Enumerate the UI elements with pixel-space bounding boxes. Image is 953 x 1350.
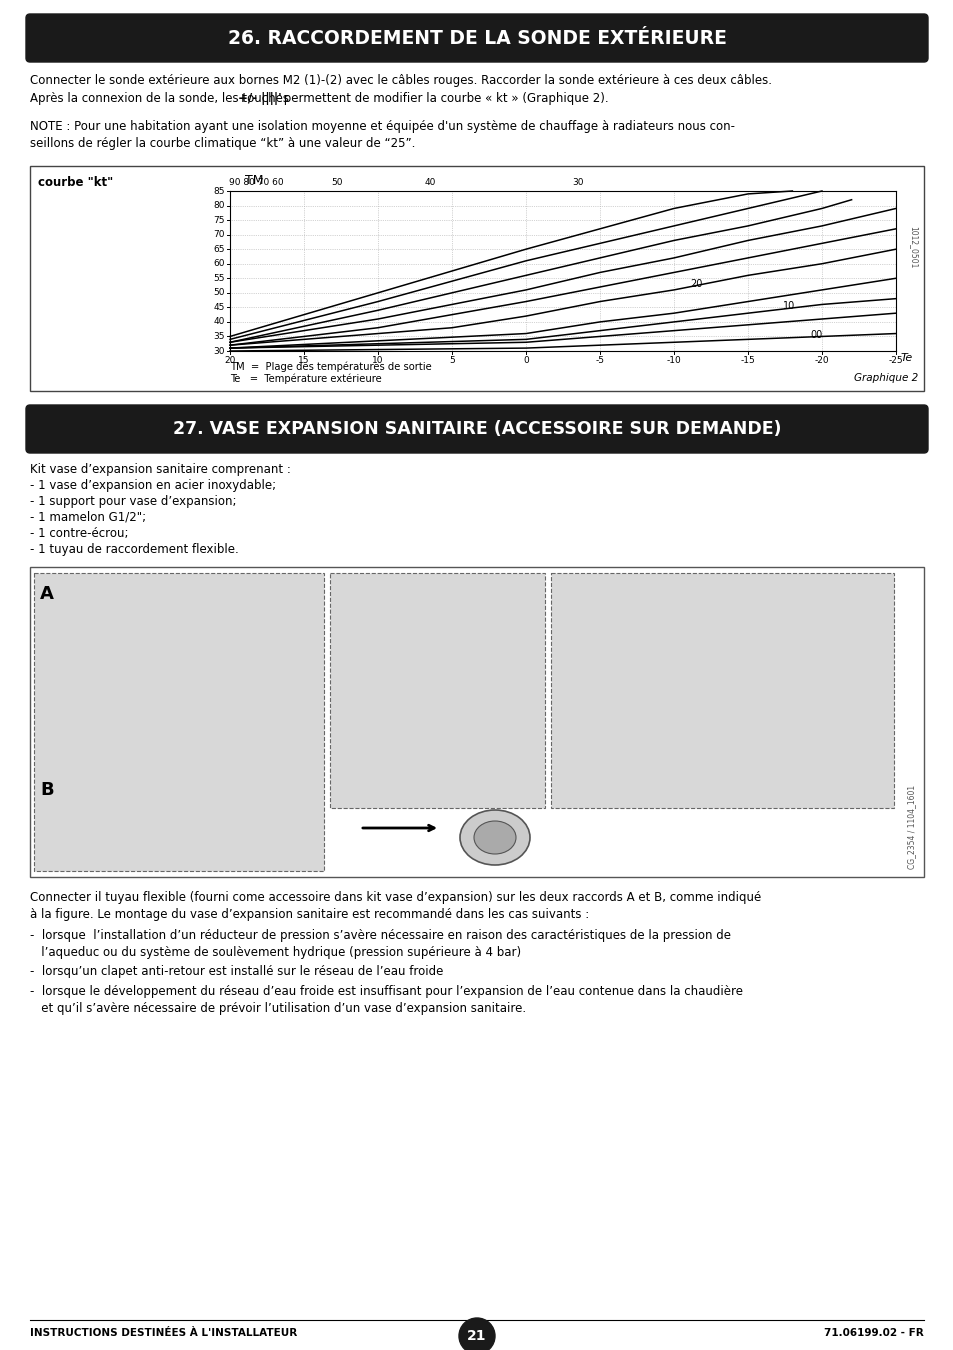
Text: TM: TM (245, 174, 263, 188)
Text: 80: 80 (213, 201, 225, 211)
Text: 20: 20 (224, 356, 235, 365)
Text: - 1 contre-écrou;: - 1 contre-écrou; (30, 526, 129, 540)
Text: -20: -20 (814, 356, 828, 365)
Text: INSTRUCTIONS DESTINÉES À L'INSTALLATEUR: INSTRUCTIONS DESTINÉES À L'INSTALLATEUR (30, 1328, 297, 1338)
Text: - 1 mamelon G1/2";: - 1 mamelon G1/2"; (30, 512, 146, 524)
Circle shape (458, 1318, 495, 1350)
Text: 0: 0 (522, 356, 528, 365)
Bar (330, 572, 544, 809)
Text: -  lorsque  l’installation d’un réducteur de pression s’avère nécessaire en rais: - lorsque l’installation d’un réducteur … (30, 929, 730, 958)
FancyBboxPatch shape (26, 405, 927, 454)
Text: Connecter il tuyau flexible (fourni come accessoire dans kit vase d’expansion) s: Connecter il tuyau flexible (fourni come… (30, 891, 760, 921)
Ellipse shape (459, 810, 530, 865)
Text: - 1 support pour vase d’expansion;: - 1 support pour vase d’expansion; (30, 495, 236, 508)
Text: TM  =  Plage des températures de sortie: TM = Plage des températures de sortie (230, 360, 432, 371)
Text: -5: -5 (595, 356, 604, 365)
Text: 40: 40 (424, 178, 435, 188)
Text: 85: 85 (213, 186, 225, 196)
Text: 70: 70 (213, 230, 225, 239)
Text: 50: 50 (213, 289, 225, 297)
Text: -25: -25 (888, 356, 902, 365)
Text: 00: 00 (809, 329, 821, 340)
Text: 90 80 70 60: 90 80 70 60 (229, 178, 284, 188)
Text: 55: 55 (213, 274, 225, 282)
Text: courbe "kt": courbe "kt" (38, 176, 113, 189)
Text: 75: 75 (213, 216, 225, 224)
Text: 10: 10 (782, 301, 795, 312)
Text: +/- ||||': +/- ||||' (237, 92, 281, 105)
Text: Te   =  Température extérieure: Te = Température extérieure (230, 374, 381, 385)
Text: - 1 tuyau de raccordement flexible.: - 1 tuyau de raccordement flexible. (30, 543, 238, 556)
Text: permettent de modifier la courbe « kt » (Graphique 2).: permettent de modifier la courbe « kt » … (280, 92, 608, 105)
Text: 40: 40 (213, 317, 225, 327)
Text: 30: 30 (572, 178, 583, 188)
Text: 30: 30 (213, 347, 225, 355)
Text: Graphique 2: Graphique 2 (853, 373, 917, 383)
FancyBboxPatch shape (26, 14, 927, 62)
Text: CG_2354 / 1104_1601: CG_2354 / 1104_1601 (906, 784, 915, 869)
Text: 65: 65 (213, 244, 225, 254)
Text: A: A (40, 585, 53, 603)
Text: -  lorsqu’un clapet anti-retour est installé sur le réseau de l’eau froide: - lorsqu’un clapet anti-retour est insta… (30, 965, 443, 977)
Text: B: B (40, 782, 53, 799)
Text: 20: 20 (689, 279, 701, 289)
Text: Après la connexion de la sonde, les touches: Après la connexion de la sonde, les touc… (30, 92, 293, 105)
Text: 50: 50 (331, 178, 342, 188)
Text: -15: -15 (740, 356, 755, 365)
Text: 45: 45 (213, 302, 225, 312)
Text: 21: 21 (467, 1328, 486, 1343)
Text: Kit vase d’expansion sanitaire comprenant :: Kit vase d’expansion sanitaire comprenan… (30, 463, 291, 477)
Text: 60: 60 (213, 259, 225, 269)
Text: 35: 35 (213, 332, 225, 342)
Bar (30, 166, 923, 392)
Text: 26. RACCORDEMENT DE LA SONDE EXTÉRIEURE: 26. RACCORDEMENT DE LA SONDE EXTÉRIEURE (228, 28, 725, 47)
Text: Te: Te (900, 352, 912, 363)
Text: 1012_0501: 1012_0501 (908, 225, 918, 269)
Text: NOTE : Pour une habitation ayant une isolation moyenne et équipée d'un système d: NOTE : Pour une habitation ayant une iso… (30, 120, 734, 150)
Text: 27. VASE EXPANSION SANITAIRE (ACCESSOIRE SUR DEMANDE): 27. VASE EXPANSION SANITAIRE (ACCESSOIRE… (172, 420, 781, 437)
Bar (551, 572, 893, 809)
Text: 71.06199.02 - FR: 71.06199.02 - FR (823, 1328, 923, 1338)
Text: 10: 10 (372, 356, 383, 365)
Text: 5: 5 (449, 356, 455, 365)
Ellipse shape (474, 821, 516, 855)
Text: - 1 vase d’expansion en acier inoxydable;: - 1 vase d’expansion en acier inoxydable… (30, 479, 275, 491)
Bar (30, 567, 923, 878)
Bar (34, 572, 324, 871)
Text: 15: 15 (298, 356, 310, 365)
Text: -10: -10 (666, 356, 680, 365)
Text: -  lorsque le développement du réseau d’eau froide est insuffisant pour l’expans: - lorsque le développement du réseau d’e… (30, 986, 742, 1015)
Text: Connecter le sonde extérieure aux bornes M2 (1)-(2) avec le câbles rouges. Racco: Connecter le sonde extérieure aux bornes… (30, 74, 771, 86)
